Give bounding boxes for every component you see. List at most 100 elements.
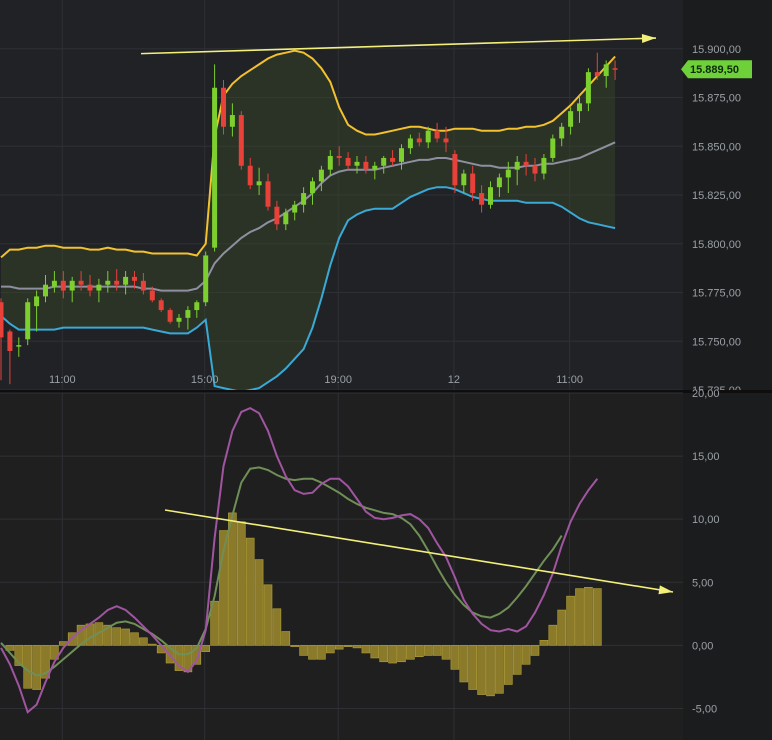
histogram-bar [557,609,567,646]
bollinger-middle-line [1,141,616,292]
histogram-bar [512,645,522,675]
candle-body [363,161,369,170]
candle-body [16,345,22,347]
candle-body [69,280,75,291]
candle-body [470,173,476,194]
candle-body [416,138,422,143]
histogram-bar [566,595,575,646]
candle-body [0,302,4,338]
histogram-bar [370,645,380,659]
candle-body [523,161,529,166]
histogram-bar [432,645,442,656]
candle-body [318,169,324,182]
price-trend-arrowhead [641,33,656,43]
candle-body [274,206,280,225]
histogram-bar [441,645,451,660]
histogram-bar [548,624,558,646]
histogram-bar [290,645,300,647]
candle-body [452,154,458,186]
histogram-bar [352,645,362,649]
histogram-bar [263,584,273,646]
histogram-bar [575,588,584,646]
histogram-bar [388,645,397,664]
candle-body [212,87,218,248]
last-price-tag: 15.889,50 [681,60,752,79]
time-tick-label: 11:00 [49,374,76,386]
time-tick-label: 12 [448,374,460,386]
candle-body [594,72,600,77]
histogram-bar [459,645,469,683]
candle-body [229,115,235,127]
histogram-bar [103,624,113,646]
histogram-bar [121,628,130,646]
macd-trend-arrowhead [658,585,673,595]
candle-body [390,157,396,162]
candle-body [381,157,387,166]
histogram-bar [201,645,210,652]
candle-body [203,255,209,303]
histogram-bar [245,537,255,646]
candle-body [78,280,84,285]
candle-body [461,173,467,186]
price-tick-label: 15.775,00 [692,288,741,300]
candle-body [514,161,520,170]
histogram-bar [317,645,326,660]
histogram-bar [530,645,540,656]
histogram-bar [584,587,593,646]
price-trend-arrow [140,33,657,55]
macd-tick-label: 10,00 [692,514,720,526]
histogram-bar [272,608,282,646]
candle-body [496,177,502,188]
macd-tick-label: 5,00 [692,577,713,589]
candle-body [327,156,333,170]
candle-body [550,138,556,158]
histogram-bar [334,645,344,650]
candle-body [221,87,226,127]
candle-body [132,276,137,281]
candle-body [114,280,120,285]
candle-body [283,212,289,225]
last-price-label: 15.889,50 [690,64,739,76]
histogram-bar [503,645,513,685]
price-trend-line [140,37,657,55]
price-panel [0,0,683,393]
histogram-bar [174,645,184,671]
bollinger-lower-line [0,186,616,393]
histogram-bar [495,645,504,694]
histogram-bar [397,645,406,663]
candle-body [612,68,618,70]
candle-body [140,280,146,291]
histogram-bar [308,645,317,660]
candle-body [51,280,57,287]
histogram-bar [343,645,353,647]
candle-body [238,115,244,166]
histogram-bar [228,512,237,646]
candle-body [505,169,511,178]
macd-panel [0,392,683,740]
candlestick-series [0,52,618,385]
histogram-bar [486,645,495,697]
macd-tick-label: 15,00 [692,451,720,463]
histogram-bar [237,521,246,646]
candle-body [603,64,609,77]
histogram-bar [414,645,424,658]
candle-body [488,187,493,205]
candle-body [372,165,378,170]
candle-body [87,284,93,291]
candle-body [407,138,413,149]
candle-body [185,310,191,318]
histogram-bar [139,637,148,646]
time-tick-label: 15:00 [191,374,219,386]
histogram-bar [539,640,549,646]
candle-body [577,103,582,112]
candle-body [336,156,342,158]
histogram-bar [379,645,389,663]
price-tick-label: 15.800,00 [692,239,741,251]
candle-body [96,284,102,291]
time-tick-label: 11:00 [556,374,583,386]
histogram-bar [32,645,41,690]
candle-body [105,280,111,285]
candle-body [256,181,262,186]
histogram-bar [477,645,486,695]
